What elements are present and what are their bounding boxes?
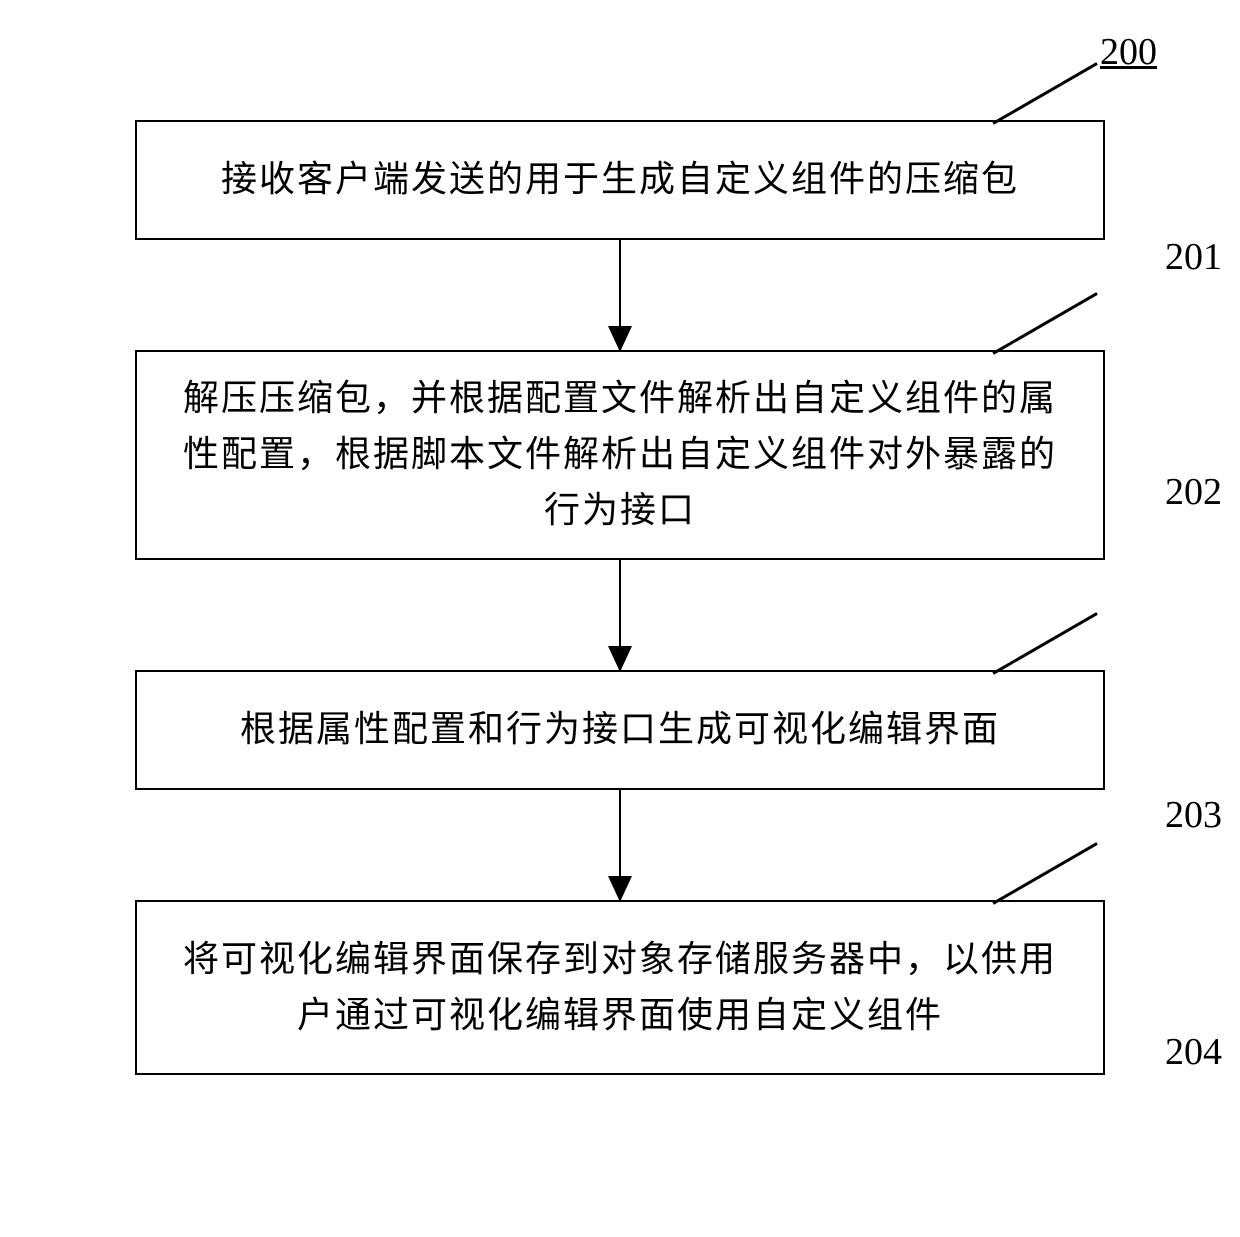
leader-line-201 [992,62,1097,124]
step-box-203: 根据属性配置和行为接口生成可视化编辑界面 [135,670,1105,790]
figure-number: 200 [1100,30,1157,74]
arrow-head-icon [608,876,632,902]
step-label-201: 201 [1165,235,1222,279]
step-text-201: 接收客户端发送的用于生成自定义组件的压缩包 [221,152,1019,208]
step-box-204: 将可视化编辑界面保存到对象存储服务器中，以供用户通过可视化编辑界面使用自定义组件 [135,900,1105,1075]
arrow-head-icon [608,646,632,672]
step-box-202: 解压压缩包，并根据配置文件解析出自定义组件的属性配置，根据脚本文件解析出自定义组… [135,350,1105,560]
flowchart-container: 接收客户端发送的用于生成自定义组件的压缩包 201 解压压缩包，并根据配置文件解… [70,120,1170,1075]
step-text-202: 解压压缩包，并根据配置文件解析出自定义组件的属性配置，根据脚本文件解析出自定义组… [167,371,1073,538]
step-text-204: 将可视化编辑界面保存到对象存储服务器中，以供用户通过可视化编辑界面使用自定义组件 [167,932,1073,1044]
step-box-201: 接收客户端发送的用于生成自定义组件的压缩包 [135,120,1105,240]
step-label-204: 204 [1165,1030,1222,1074]
arrow-201-202 [135,240,1105,350]
arrow-203-204 [135,790,1105,900]
arrow-head-icon [608,326,632,352]
step-text-203: 根据属性配置和行为接口生成可视化编辑界面 [240,702,1000,758]
step-label-203: 203 [1165,793,1222,837]
arrow-202-203 [135,560,1105,670]
step-label-202: 202 [1165,470,1222,514]
